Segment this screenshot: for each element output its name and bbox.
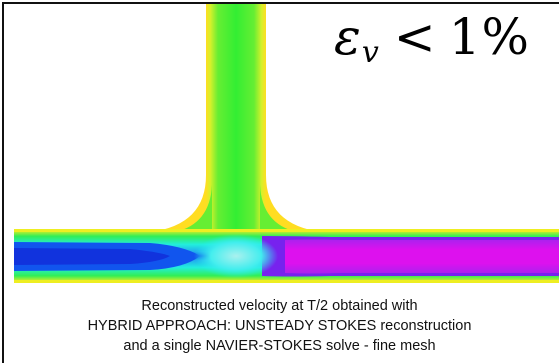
epsilon-symbol: ε [334, 8, 362, 66]
horizontal-pipe [14, 229, 559, 283]
error-value: 1% [448, 8, 531, 66]
caption-line-1: Reconstructed velocity at T/2 obtained w… [141, 298, 418, 314]
figure-caption: Reconstructed velocity at T/2 obtained w… [0, 296, 559, 356]
vertical-branch [150, 4, 322, 234]
caption-line-3: and a single NAVIER-STOKES solve - fine … [123, 338, 436, 354]
caption-line-2: HYBRID APPROACH: UNSTEADY STOKES reconst… [87, 318, 472, 334]
epsilon-subscript: v [361, 35, 380, 70]
less-than-operator: < [393, 8, 437, 66]
error-estimate-label: εv <1% [334, 12, 530, 68]
